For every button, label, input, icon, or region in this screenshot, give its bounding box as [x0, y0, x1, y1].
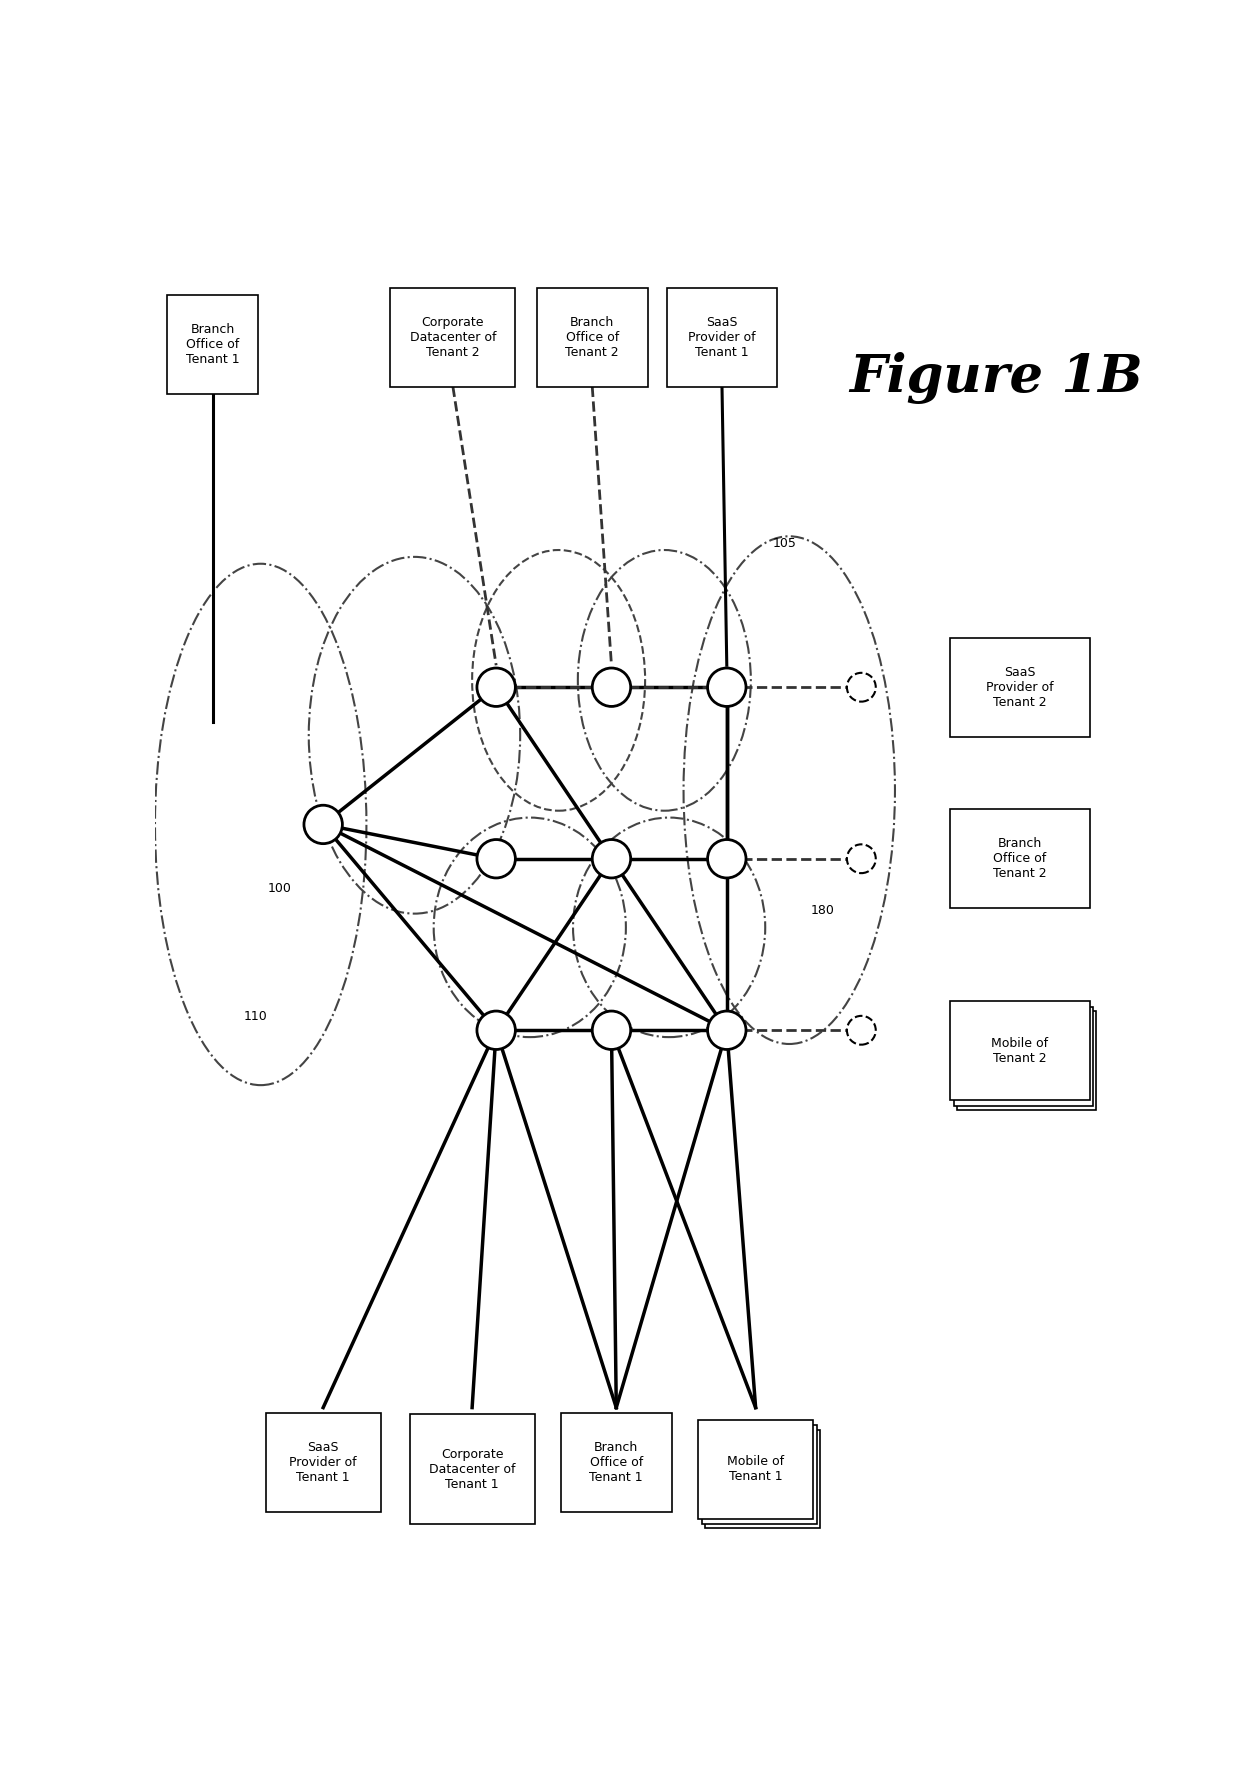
- FancyBboxPatch shape: [704, 1429, 820, 1529]
- Text: SaaS
Provider of
Tenant 1: SaaS Provider of Tenant 1: [289, 1442, 357, 1484]
- Ellipse shape: [708, 1010, 746, 1050]
- Ellipse shape: [847, 674, 875, 702]
- FancyBboxPatch shape: [698, 1420, 813, 1518]
- FancyBboxPatch shape: [950, 638, 1090, 736]
- Text: SaaS
Provider of
Tenant 1: SaaS Provider of Tenant 1: [688, 315, 756, 358]
- Text: 180: 180: [811, 905, 835, 918]
- Ellipse shape: [847, 845, 875, 873]
- FancyBboxPatch shape: [537, 289, 647, 387]
- FancyBboxPatch shape: [950, 1001, 1090, 1099]
- Text: Branch
Office of
Tenant 1: Branch Office of Tenant 1: [186, 323, 239, 365]
- FancyBboxPatch shape: [702, 1426, 817, 1524]
- Text: Figure 1B: Figure 1B: [849, 353, 1143, 405]
- Text: 100: 100: [268, 882, 291, 895]
- Text: 110: 110: [244, 1010, 268, 1023]
- FancyBboxPatch shape: [265, 1413, 381, 1511]
- Ellipse shape: [477, 1010, 516, 1050]
- Ellipse shape: [593, 1010, 631, 1050]
- FancyBboxPatch shape: [950, 809, 1090, 909]
- Text: 105: 105: [773, 536, 796, 549]
- FancyBboxPatch shape: [954, 1007, 1094, 1105]
- Ellipse shape: [593, 839, 631, 879]
- Text: Mobile of
Tenant 2: Mobile of Tenant 2: [991, 1037, 1049, 1066]
- FancyBboxPatch shape: [391, 289, 516, 387]
- Text: Corporate
Datacenter of
Tenant 1: Corporate Datacenter of Tenant 1: [429, 1447, 516, 1492]
- Ellipse shape: [708, 668, 746, 706]
- FancyBboxPatch shape: [167, 294, 258, 394]
- Ellipse shape: [477, 839, 516, 879]
- Text: Mobile of
Tenant 1: Mobile of Tenant 1: [727, 1456, 784, 1483]
- Text: Branch
Office of
Tenant 1: Branch Office of Tenant 1: [589, 1442, 644, 1484]
- Text: Branch
Office of
Tenant 2: Branch Office of Tenant 2: [993, 838, 1047, 880]
- Ellipse shape: [847, 1016, 875, 1044]
- Ellipse shape: [593, 668, 631, 706]
- Text: Corporate
Datacenter of
Tenant 2: Corporate Datacenter of Tenant 2: [409, 315, 496, 358]
- Ellipse shape: [477, 668, 516, 706]
- Text: SaaS
Provider of
Tenant 2: SaaS Provider of Tenant 2: [986, 666, 1054, 709]
- Text: Branch
Office of
Tenant 2: Branch Office of Tenant 2: [565, 315, 619, 358]
- FancyBboxPatch shape: [667, 289, 777, 387]
- FancyBboxPatch shape: [560, 1413, 672, 1511]
- Ellipse shape: [708, 839, 746, 879]
- Ellipse shape: [304, 805, 342, 843]
- FancyBboxPatch shape: [409, 1415, 534, 1524]
- FancyBboxPatch shape: [957, 1010, 1096, 1110]
